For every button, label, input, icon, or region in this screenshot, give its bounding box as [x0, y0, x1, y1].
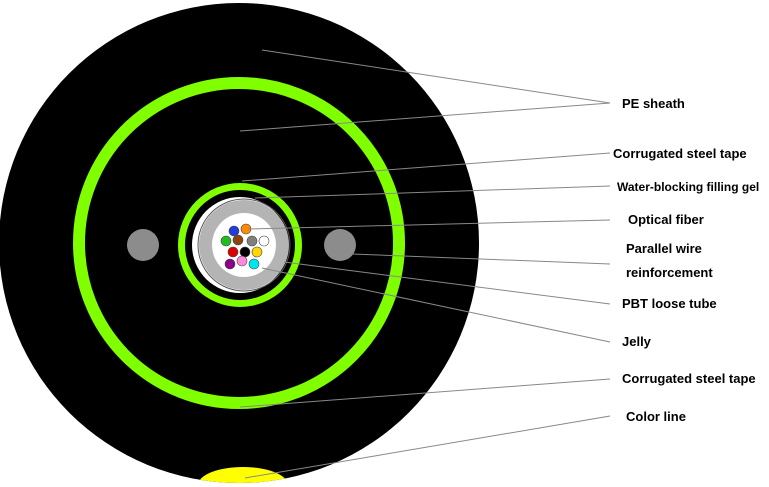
- parallel-wire-left: [127, 229, 159, 261]
- leader-parallel-wire: [351, 253, 611, 265]
- leader-jelly: [261, 267, 611, 343]
- optical-fiber-7: [227, 246, 239, 258]
- leader-corrugated-steel-tape-bottom: [239, 378, 611, 408]
- label-color-line: Color line: [626, 409, 686, 424]
- leader-pe-sheath-2: [239, 102, 611, 132]
- leader-optical-fiber: [247, 219, 611, 230]
- leader-water-blocking-gel: [254, 185, 611, 199]
- corrugated-steel-tape-outer-ring: [73, 77, 405, 409]
- optical-fiber-6: [258, 235, 270, 247]
- parallel-wire-right: [324, 229, 356, 261]
- optical-fiber-4: [232, 234, 244, 246]
- leader-color-line: [244, 415, 611, 479]
- color-line-stripe: [198, 467, 288, 483]
- label-pbt-loose-tube: PBT loose tube: [622, 296, 717, 311]
- leader-lines: [239, 49, 611, 479]
- label-optical-fiber: Optical fiber: [628, 212, 704, 227]
- optical-fibers: [220, 223, 270, 270]
- leader-pbt-loose-tube: [283, 261, 611, 305]
- label-parallel-wire-line1: Parallel wire: [626, 241, 702, 256]
- label-corrugated-steel-tape-bottom: Corrugated steel tape: [622, 371, 756, 386]
- optical-fiber-1: [228, 225, 240, 237]
- optical-fiber-10: [224, 258, 236, 270]
- optical-fiber-12: [248, 258, 260, 270]
- leader-pe-sheath-1: [261, 49, 611, 104]
- label-pe-sheath: PE sheath: [622, 96, 685, 111]
- optical-fiber-5: [246, 235, 258, 247]
- optical-fiber-3: [220, 235, 232, 247]
- pbt-loose-tube: [197, 198, 291, 292]
- optical-fiber-9: [251, 246, 263, 258]
- label-jelly: Jelly: [622, 334, 652, 349]
- optical-fiber-8: [239, 246, 251, 258]
- label-parallel-wire-line2: reinforcement: [626, 265, 713, 280]
- label-corrugated-steel-tape-top: Corrugated steel tape: [613, 146, 747, 161]
- optical-fiber-11: [236, 255, 248, 267]
- label-water-blocking-gel: Water-blocking filling gel: [617, 180, 759, 194]
- leader-corrugated-steel-tape-top: [241, 152, 611, 182]
